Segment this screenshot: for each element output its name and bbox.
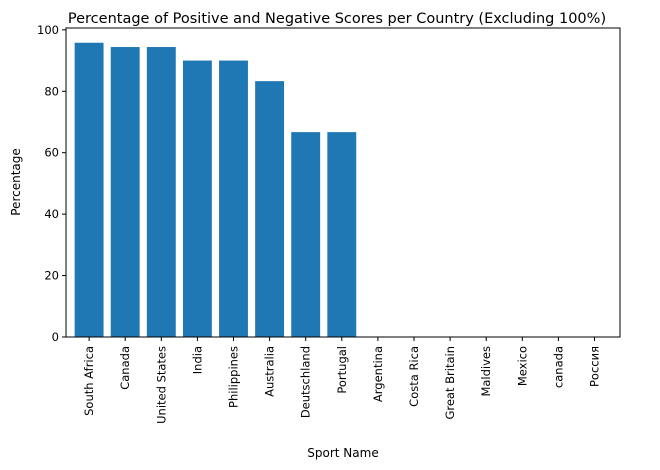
y-axis: 0 20 40 60 80 100 — [37, 23, 66, 344]
bar-5 — [255, 81, 285, 337]
x-tick-label: Argentina — [371, 346, 385, 402]
x-tick-label: United States — [154, 346, 168, 424]
x-tick-label: Costa Rica — [407, 346, 421, 407]
bar-0 — [74, 42, 104, 338]
x-tick-label: Canada — [118, 346, 132, 390]
y-tick-label: 60 — [44, 146, 59, 160]
bar-1 — [110, 47, 140, 337]
y-tick-label: 20 — [44, 269, 59, 283]
x-tick-label: Portugal — [335, 346, 349, 394]
x-tick-label: Australia — [263, 346, 277, 397]
x-tick-label: Philippines — [227, 346, 241, 408]
x-tick-label: South Africa — [82, 346, 96, 416]
x-axis: South Africa Canada United States India Phil… — [82, 337, 602, 424]
x-tick-label: Great Britain — [443, 346, 457, 420]
bars-group — [74, 42, 357, 338]
bar-3 — [182, 60, 212, 338]
bar-2 — [146, 47, 176, 337]
y-tick-label: 40 — [44, 207, 59, 221]
x-tick-label: Deutschland — [299, 346, 313, 418]
y-tick-label: 100 — [37, 23, 59, 37]
x-tick-label: India — [190, 346, 204, 374]
chart-title: Percentage of Positive and Negative Scor… — [68, 11, 606, 27]
x-tick-label: Россия — [588, 346, 602, 387]
y-tick-label: 0 — [52, 330, 59, 344]
x-tick-label: Maldives — [479, 346, 493, 397]
x-axis-label: Sport Name — [307, 446, 378, 460]
plot-area-frame — [65, 27, 621, 338]
bar-6 — [291, 132, 321, 337]
y-axis-label: Percentage — [9, 148, 23, 216]
y-tick-label: 80 — [44, 84, 59, 98]
x-tick-label: Mexico — [515, 346, 529, 386]
x-tick-label: canada — [551, 346, 565, 388]
bar-4 — [219, 60, 248, 338]
bar-7 — [327, 132, 357, 337]
